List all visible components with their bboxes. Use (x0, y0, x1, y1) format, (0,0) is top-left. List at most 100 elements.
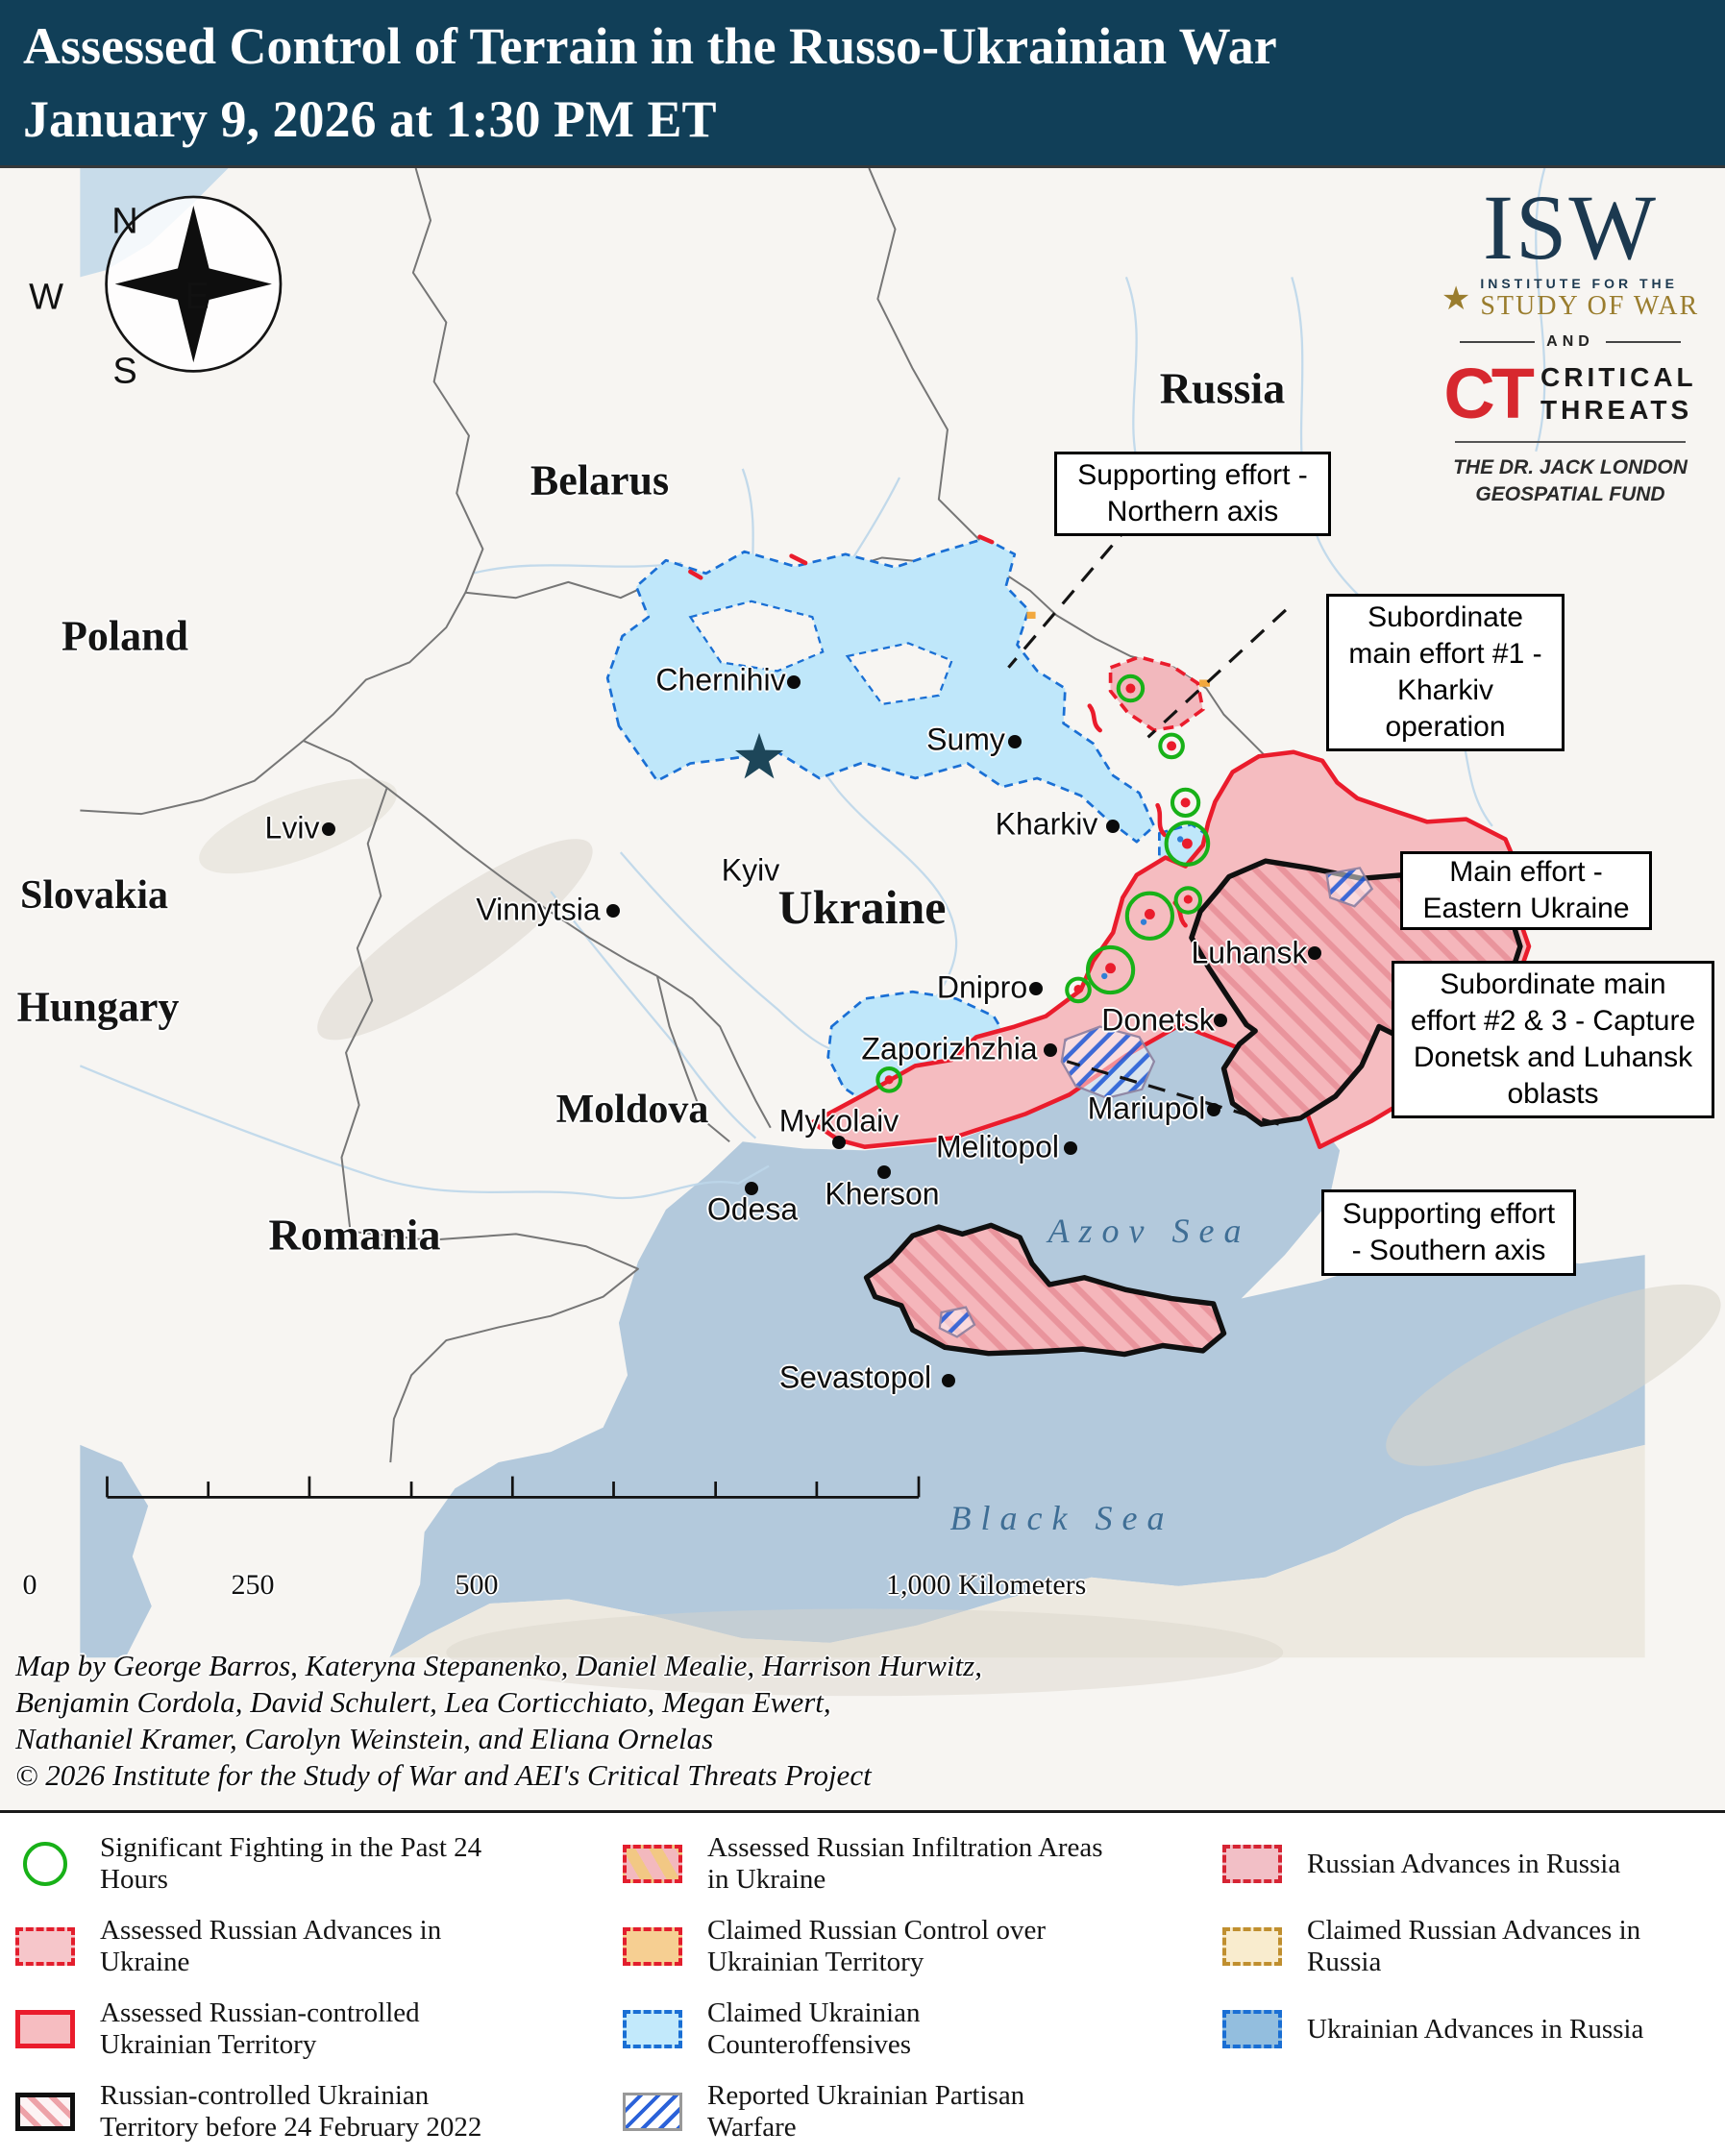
map-credits: Map by George Barros, Kateryna Stepanenk… (15, 1648, 982, 1794)
city-dot-mykolaiv (832, 1136, 846, 1149)
ct-monogram: CT (1443, 354, 1535, 433)
legend-item: Claimed Russian Advances in Russia (1222, 1905, 1672, 1988)
credit-line: Benjamin Cordola, David Schulert, Lea Co… (15, 1685, 831, 1719)
legend-swatch-controlled (15, 2010, 75, 2048)
city-dot-luhansk (1308, 946, 1321, 960)
city-label-sumy: Sumy (926, 722, 1005, 757)
compass-letter-s: S (112, 351, 137, 392)
isw-ct-logo: ISW ★ INSTITUTE FOR THE STUDY OF WAR AND… (1431, 182, 1710, 508)
callout-southern-axis: Supporting effort - Southern axis (1321, 1189, 1576, 1276)
logo-and-divider: AND (1431, 333, 1710, 351)
fighting-detail-dots (884, 683, 1193, 1085)
city-label-odesa: Odesa (706, 1191, 799, 1227)
legend-swatch-adv-ukraine (15, 1927, 75, 1966)
legend-item: Russian Advances in Russia (1222, 1823, 1672, 1905)
counteroffensive-holes (688, 600, 953, 706)
legend-label: Assessed Russian Infiltration Areas in U… (707, 1832, 1103, 1895)
map-title: Assessed Control of Terrain in the Russo… (23, 17, 1277, 75)
legend-swatch-counteroffensive (623, 2010, 682, 2048)
legend-swatch-partisan (623, 2093, 682, 2131)
scalebar-label: 500 (455, 1569, 499, 1601)
legend-item: Claimed Ukrainian Counteroffensives (623, 1988, 1111, 2070)
city-dot-kharkiv (1106, 820, 1120, 833)
critical-threats-logo: CT CRITICAL THREATS (1431, 354, 1710, 433)
city-dot-donetsk (1214, 1014, 1227, 1027)
legend-item: Assessed Russian-controlled Ukrainian Te… (15, 1988, 528, 2070)
map-subtitle: January 9, 2026 at 1:30 PM ET (23, 90, 717, 148)
country-label-hungary: Hungary (16, 983, 180, 1031)
city-label-melitopol: Melitopol (935, 1129, 1060, 1164)
city-dot-kherson (877, 1165, 891, 1179)
claimed-russian-control-spots (1026, 611, 1210, 687)
city-label-luhansk: Luhansk (1191, 935, 1308, 970)
city-dot-sevastopol (942, 1374, 955, 1387)
credit-line: © 2026 Institute for the Study of War an… (15, 1758, 872, 1792)
callout-kharkiv-operation: Subordinate main effort #1 - Kharkiv ope… (1326, 594, 1565, 751)
credit-line: Map by George Barros, Kateryna Stepanenk… (15, 1649, 982, 1682)
terrain-shading (199, 778, 1721, 1697)
city-dot-dnipro (1029, 982, 1043, 995)
compass-rose (105, 195, 283, 373)
city-dot-chernihiv (787, 675, 801, 689)
country-label-moldova: Moldova (555, 1088, 709, 1132)
city-label-kherson: Kherson (825, 1176, 940, 1212)
logo-divider-line (1455, 441, 1686, 443)
credit-line: Nathaniel Kramer, Carolyn Weinstein, and… (15, 1722, 714, 1755)
callout-eastern-ukraine: Main effort - Eastern Ukraine (1400, 851, 1652, 930)
city-dot-vinnytsia (606, 904, 620, 918)
legend-swatch-infiltration (623, 1845, 682, 1883)
legend-item: Assessed Russian Advances in Ukraine (15, 1905, 528, 1988)
legend-swatch-claimed-control (623, 1927, 682, 1966)
country-label-romania: Romania (268, 1210, 441, 1260)
map-label-layer: Poland Belarus Russia Slovakia Hungary Moldov… (0, 168, 1725, 1810)
map-area: Poland Belarus Russia Slovakia Hungary Moldov… (0, 168, 1725, 1810)
legend-label: Russian Advances in Russia (1307, 1848, 1621, 1879)
city-dot-melitopol (1064, 1141, 1077, 1155)
isw-institute-label: INSTITUTE FOR THE (1480, 276, 1678, 291)
city-label-mykolaiv: Mykolaiv (778, 1103, 899, 1139)
legend-swatch-pre2022 (15, 2093, 75, 2131)
city-label-dnipro: Dnipro (936, 969, 1028, 1005)
legend-swatch-adv-russia (1222, 1845, 1282, 1883)
isw-study-of-war-label: STUDY OF WAR (1480, 291, 1700, 321)
legend-label: Claimed Ukrainian Counteroffensives (707, 1997, 921, 2060)
callout-northern-axis: Supporting effort - Northern axis (1054, 452, 1331, 536)
isw-wordmark: ISW (1483, 176, 1658, 279)
sea-label-azov-sea: Azov Sea (1047, 1212, 1251, 1250)
legend-column-3: Russian Advances in Russia Claimed Russia… (1222, 1823, 1672, 2070)
sea-label-black-sea: Black Sea (949, 1499, 1174, 1537)
city-dot-lviv (322, 822, 335, 836)
scalebar-label: 0 (22, 1569, 37, 1601)
city-dot-mariupol (1207, 1103, 1220, 1116)
city-dot-sumy (1008, 735, 1022, 748)
legend-item: Russian-controlled Ukrainian Territory b… (15, 2070, 528, 2153)
legend-column-2: Assessed Russian Infiltration Areas in U… (623, 1823, 1111, 2153)
compass-letter-n: N (111, 201, 138, 242)
country-label-belarus: Belarus (530, 456, 670, 504)
legend-label: Russian-controlled Ukrainian Territory b… (100, 2080, 482, 2143)
country-label-poland: Poland (61, 612, 189, 660)
legend-label: Ukrainian Advances in Russia (1307, 2013, 1644, 2045)
city-label-kharkiv: Kharkiv (995, 806, 1098, 842)
city-label-chernihiv: Chernihiv (655, 662, 786, 698)
legend-label: Claimed Russian Control over Ukrainian T… (707, 1915, 1046, 1977)
scalebar-label: 250 (231, 1569, 275, 1601)
city-label-mariupol: Mariupol (1087, 1090, 1206, 1126)
header-bar: Assessed Control of Terrain in the Russo… (0, 0, 1725, 168)
fund-line2: GEOSPATIAL FUND (1475, 483, 1665, 505)
country-label-russia: Russia (1159, 363, 1286, 413)
legend-swatch-sig-fighting (23, 1842, 67, 1886)
threats-label: THREATS (1540, 395, 1693, 425)
legend-label: Assessed Russian-controlled Ukrainian Te… (100, 1997, 420, 2060)
scale-bar (106, 1476, 921, 1499)
city-label-zaporizhzhia: Zaporizhzhia (861, 1031, 1038, 1066)
city-label-vinnytsia: Vinnytsia (476, 892, 601, 927)
city-label-sevastopol: Sevastopol (778, 1360, 932, 1395)
legend-label: Claimed Russian Advances in Russia (1307, 1915, 1641, 1977)
legend-column-1: Significant Fighting in the Past 24 Hour… (15, 1823, 528, 2153)
city-label-lviv: Lviv (264, 810, 320, 845)
critical-label: CRITICAL (1540, 362, 1697, 392)
country-label-ukraine: Ukraine (777, 880, 947, 934)
legend-item: Assessed Russian Infiltration Areas in U… (623, 1823, 1111, 1905)
